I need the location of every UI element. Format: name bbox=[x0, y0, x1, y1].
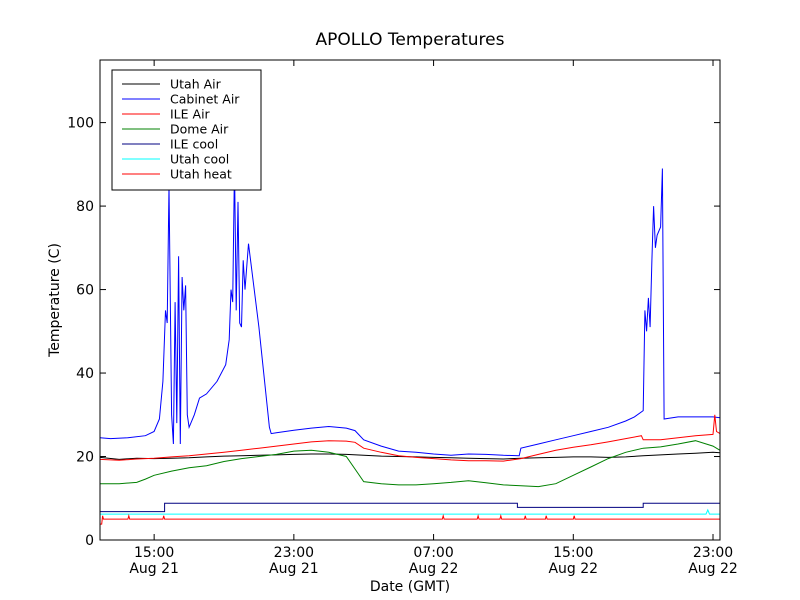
x-tick-label-date: Aug 22 bbox=[688, 561, 738, 577]
x-tick-label-date: Aug 22 bbox=[548, 561, 598, 577]
x-tick-label-time: 15:00 bbox=[553, 545, 593, 561]
x-tick-label-time: 23:00 bbox=[274, 545, 314, 561]
x-tick-label-time: 23:00 bbox=[693, 545, 733, 561]
legend-entry: ILE cool bbox=[170, 137, 218, 152]
y-tick-label: 60 bbox=[76, 283, 94, 299]
x-axis-label: Date (GMT) bbox=[370, 579, 450, 595]
series-line-dome-air bbox=[100, 440, 720, 488]
legend-entry: Utah cool bbox=[170, 152, 229, 167]
x-tick-label-time: 15:00 bbox=[134, 545, 174, 561]
x-tick-label-time: 07:00 bbox=[413, 545, 453, 561]
y-tick-label: 20 bbox=[76, 450, 94, 466]
legend-entry: Cabinet Air bbox=[170, 92, 240, 107]
y-axis: 0 20 40 60 80 100 bbox=[67, 116, 720, 549]
chart-title: APOLLO Temperatures bbox=[316, 30, 505, 50]
series-line-ile-air bbox=[100, 414, 720, 462]
x-tick-label-date: Aug 21 bbox=[129, 561, 179, 577]
series-line-cabinet-air bbox=[100, 164, 720, 457]
legend-entry: Dome Air bbox=[170, 122, 229, 137]
legend-entry: Utah heat bbox=[170, 167, 232, 182]
series-line-ile-cool bbox=[100, 502, 720, 513]
x-tick-label-date: Aug 21 bbox=[269, 561, 319, 577]
legend-entry: ILE Air bbox=[170, 107, 211, 122]
series-layer bbox=[100, 164, 720, 525]
legend-entry: Utah Air bbox=[170, 77, 222, 92]
series-line-utah-cool bbox=[100, 508, 720, 515]
y-tick-label: 100 bbox=[67, 116, 94, 132]
x-tick-label-date: Aug 22 bbox=[409, 561, 459, 577]
y-tick-label: 80 bbox=[76, 199, 94, 215]
plot-frame bbox=[99, 59, 721, 541]
series-line-utah-heat bbox=[100, 513, 720, 525]
y-axis-label: Temperature (C) bbox=[47, 243, 63, 358]
legend-box bbox=[111, 69, 262, 191]
y-tick-label: 40 bbox=[76, 366, 94, 382]
y-tick-label: 0 bbox=[85, 533, 94, 549]
